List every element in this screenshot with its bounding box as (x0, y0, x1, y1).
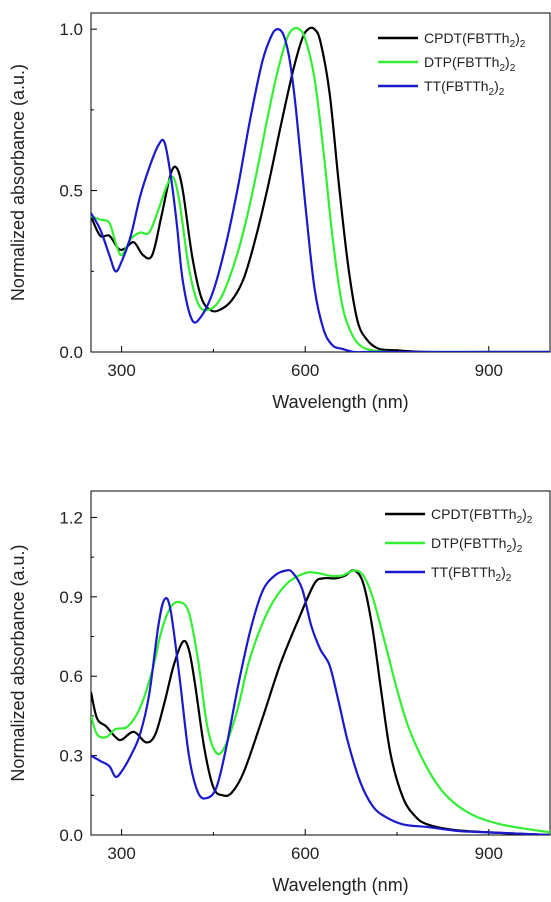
chart-1-x-tick-label: 600 (291, 844, 319, 863)
chart-1-legend-label-mid: ) (522, 506, 527, 522)
chart-0-series-line-0 (91, 26, 550, 352)
chart-1-y-axis-title: Normalized absorbance (a.u.) (8, 544, 28, 781)
bottom-absorbance-chart: 300 600 900 0.0 0.3 0.6 0.9 1.2 Wavelength (nm) N… (8, 490, 551, 895)
chart-0-legend-label-main: CPDT(FBTTh (424, 30, 510, 46)
chart-1-y-tick-label: 0.6 (59, 667, 83, 686)
chart-0-x-tick-label: 600 (291, 361, 319, 380)
chart-0-x-axis-title: Wavelength (nm) (272, 392, 408, 412)
chart-1-legend-label-main: DTP(FBTTh (431, 535, 506, 551)
chart-0-x-tick-label: 300 (107, 361, 135, 380)
chart-1-y-tick-label: 1.2 (59, 508, 83, 527)
chart-0-legend-sub2: 2 (499, 87, 505, 98)
chart-1-legend-sub1: 2 (506, 544, 512, 555)
chart-0-legend-sub2: 2 (520, 39, 526, 50)
chart-1-legend-sub1: 2 (517, 515, 523, 526)
chart-1-x-axis-title: Wavelength (nm) (272, 875, 408, 895)
chart-1-x-tick-label: 300 (107, 844, 135, 863)
chart-1-y-tick-label: 0.3 (59, 747, 83, 766)
chart-1-x-tick-label: 900 (475, 844, 503, 863)
chart-0-y-tick-label: 0.0 (59, 343, 83, 362)
chart-0-legend-label: DTP(FBTTh2)2 (424, 54, 516, 74)
chart-0-legend-label-mid: ) (505, 54, 510, 70)
chart-0-legend-label-mid: ) (494, 78, 499, 94)
chart-0-legend-sub1: 2 (489, 87, 495, 98)
chart-1-legend-label: CPDT(FBTTh2)2 (431, 506, 533, 526)
chart-1-series-line-1 (91, 569, 550, 834)
chart-1-legend-sub2: 2 (506, 573, 512, 584)
chart-1-series-line-2 (91, 569, 550, 835)
chart-0-plot-frame (90, 12, 551, 353)
chart-1-plot-frame (90, 490, 551, 836)
chart-1-legend-sub2: 2 (527, 515, 533, 526)
chart-1-legend-label: TT(FBTTh2)2 (431, 564, 512, 584)
chart-0-legend-sub2: 2 (510, 63, 516, 74)
chart-1-series-line-0 (91, 569, 550, 835)
chart-0-series-group (91, 26, 550, 352)
chart-0-legend-label-mid: ) (515, 30, 520, 46)
chart-1-legend-sub1: 2 (496, 573, 502, 584)
chart-0-legend-sub1: 2 (510, 39, 516, 50)
chart-0-legend-label: CPDT(FBTTh2)2 (424, 30, 526, 50)
chart-1-legend-label-mid: ) (501, 564, 506, 580)
chart-1-legend-label: DTP(FBTTh2)2 (431, 535, 523, 555)
chart-1-y-tick-label: 0.9 (59, 588, 83, 607)
chart-1-legend-label-mid: ) (512, 535, 517, 551)
chart-0-legend-label-main: DTP(FBTTh (424, 54, 499, 70)
chart-0-series-line-2 (91, 28, 550, 352)
chart-1-series-group (91, 569, 550, 835)
chart-1-legend-label-main: TT(FBTTh (431, 564, 496, 580)
chart-0-y-tick-label: 1.0 (59, 20, 83, 39)
chart-0-y-tick-label: 0.5 (59, 182, 83, 201)
chart-0-legend-label: TT(FBTTh2)2 (424, 78, 505, 98)
chart-1-legend-label-main: CPDT(FBTTh (431, 506, 517, 522)
chart-0-legend-sub1: 2 (499, 63, 505, 74)
chart-0-series-line-1 (91, 26, 550, 352)
chart-1-legend-sub2: 2 (517, 544, 523, 555)
chart-0-x-tick-label: 900 (475, 361, 503, 380)
chart-0-legend-label-main: TT(FBTTh (424, 78, 489, 94)
top-absorbance-chart: 300 600 900 0.0 0.5 1.0 Wavelength (nm) Normali… (8, 12, 551, 412)
chart-1-y-tick-label: 0.0 (59, 826, 83, 845)
chart-0-y-axis-title: Normalized absorbance (a.u.) (8, 64, 28, 301)
